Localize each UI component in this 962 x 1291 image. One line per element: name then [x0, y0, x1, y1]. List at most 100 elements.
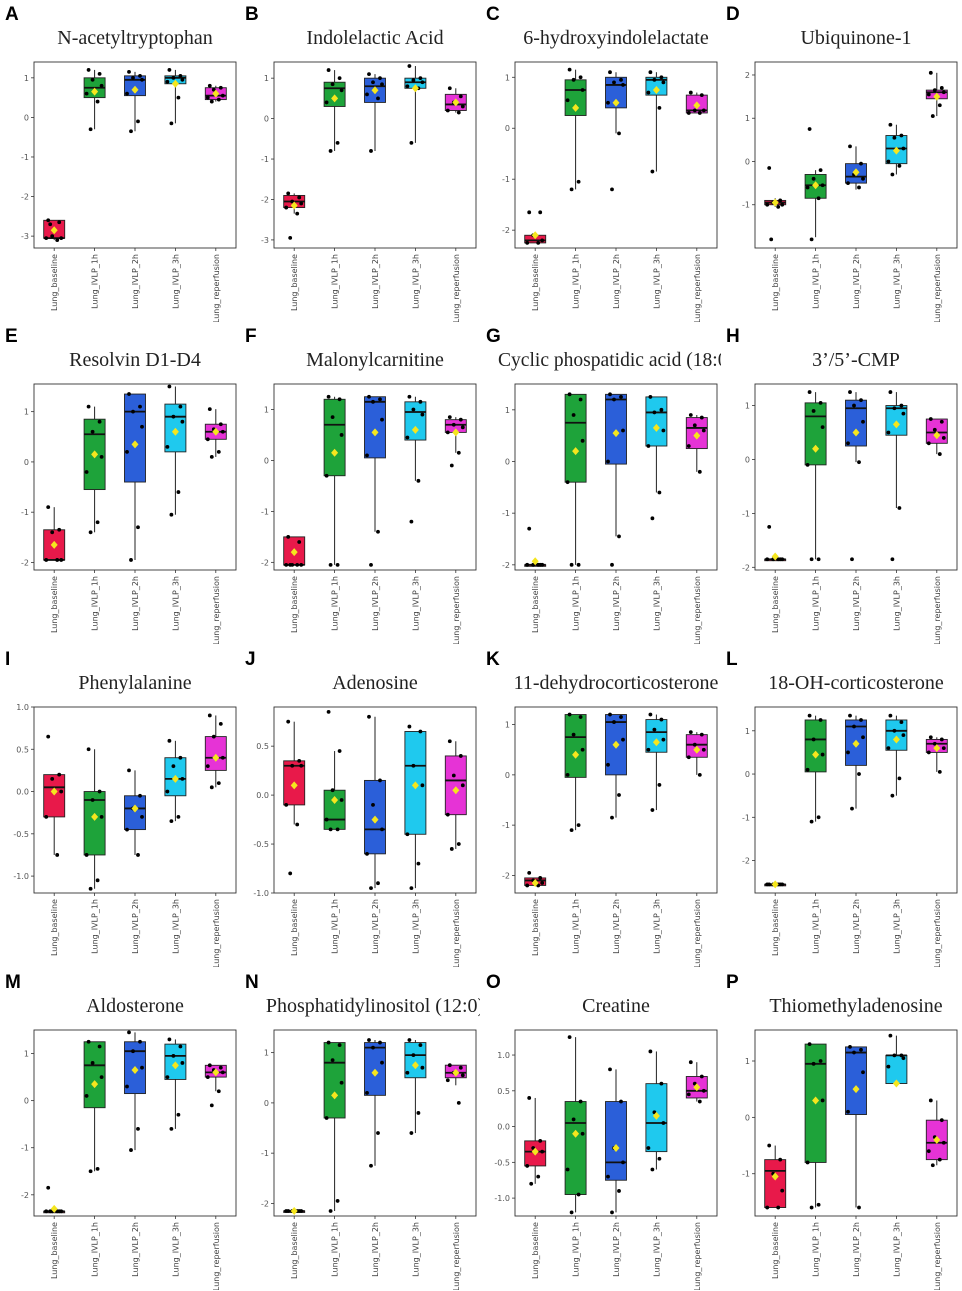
data-point: [932, 88, 937, 93]
data-point: [930, 1163, 935, 1168]
mean-marker: [131, 440, 139, 449]
box-group: [845, 713, 867, 811]
y-tick-label: 0: [264, 1099, 269, 1108]
mean-marker: [933, 1135, 941, 1144]
data-point: [451, 422, 456, 427]
data-point: [326, 394, 331, 399]
chart-panel: E Resolvin D1-D4 -2 -1 0 1 Lung_baseline Lung_I…: [0, 322, 240, 644]
panel-label: K: [486, 649, 500, 670]
data-point: [328, 827, 333, 832]
data-point: [57, 220, 62, 225]
data-point: [890, 172, 895, 177]
mean-marker: [212, 427, 220, 436]
data-point: [569, 187, 574, 192]
box-group: [564, 712, 587, 833]
data-point: [44, 558, 49, 562]
data-point: [926, 92, 931, 97]
data-point: [90, 1061, 95, 1065]
data-point: [405, 435, 410, 440]
data-point: [284, 802, 289, 807]
data-point: [657, 1156, 662, 1161]
box-group: [323, 1040, 346, 1213]
data-point: [369, 886, 373, 891]
y-tick-label: -3: [261, 236, 269, 245]
data-point: [886, 159, 891, 164]
data-point: [536, 562, 541, 567]
data-point: [220, 1070, 225, 1075]
mean-marker: [452, 1068, 460, 1077]
data-point: [648, 70, 653, 75]
data-point: [538, 1138, 543, 1143]
chart-title: Resolvin D1-D4: [69, 349, 201, 371]
y-tick-label: -2: [261, 1199, 269, 1208]
mean-marker: [531, 1147, 539, 1156]
data-point: [818, 400, 823, 405]
data-point: [926, 1149, 931, 1154]
data-point: [207, 83, 212, 88]
mean-marker: [852, 1085, 860, 1094]
x-category-label: Lung_IVLP_2h: [371, 1222, 380, 1277]
mean-marker: [331, 94, 339, 103]
box-group: [885, 122, 908, 177]
data-point: [218, 85, 223, 90]
data-point: [527, 870, 532, 875]
x-category-label: Lung_reperfusion: [212, 1222, 221, 1290]
x-category-label: Lung_IVLP_1h: [572, 254, 581, 309]
box: [43, 774, 66, 818]
data-point: [805, 767, 810, 772]
data-point: [176, 1112, 181, 1117]
data-point: [138, 404, 142, 409]
box-group: [845, 1045, 867, 1210]
box-group: [404, 394, 427, 524]
x-category-label: Lung_reperfusion: [933, 899, 942, 967]
y-tick-label: -1: [742, 1170, 750, 1179]
x-category-label: Lung_IVLP_1h: [572, 899, 581, 954]
data-point: [650, 169, 655, 174]
data-point: [578, 715, 583, 719]
data-point: [610, 1210, 614, 1215]
x-category-label: Lung_IVLP_1h: [91, 1222, 100, 1277]
box: [323, 398, 346, 477]
x-category-label: Lung_reperfusion: [933, 576, 942, 644]
data-point: [140, 77, 144, 82]
data-point: [621, 737, 625, 742]
data-point: [169, 121, 174, 126]
data-point: [897, 163, 902, 168]
mean-marker: [892, 735, 900, 744]
data-point: [820, 183, 825, 188]
box-group: [764, 880, 787, 889]
mean-marker: [131, 804, 139, 813]
mean-marker: [531, 557, 539, 566]
data-point: [420, 80, 425, 85]
box-group: [364, 1038, 386, 1168]
data-point: [445, 430, 450, 435]
data-point: [890, 557, 895, 562]
box-group: [83, 747, 106, 891]
data-point: [621, 428, 625, 433]
data-point: [445, 108, 450, 113]
data-point: [218, 422, 223, 427]
data-point: [565, 1167, 570, 1172]
data-point: [447, 86, 452, 91]
box-group: [204, 713, 227, 790]
data-point: [84, 91, 89, 96]
data-point: [46, 218, 51, 223]
box: [83, 791, 106, 856]
data-point: [606, 1174, 610, 1179]
x-category-label: Lung_IVLP_3h: [652, 899, 661, 954]
data-point: [608, 70, 612, 75]
data-point: [612, 397, 616, 402]
x-category-label: Lung_IVLP_2h: [131, 254, 140, 309]
data-point: [617, 1189, 621, 1193]
x-category-label: Lung_IVLP_1h: [572, 1222, 581, 1277]
data-point: [337, 1043, 342, 1047]
data-point: [216, 1089, 221, 1094]
data-point: [857, 185, 861, 190]
data-point: [55, 238, 60, 242]
box-group: [685, 1060, 708, 1104]
chart-panel: P Thiomethyladenosine -1 0 1 Lung_baseline Lun…: [721, 968, 961, 1290]
mean-marker: [212, 89, 220, 98]
data-point: [339, 1080, 344, 1085]
data-point: [288, 871, 293, 876]
y-tick-label: 1.0: [497, 1051, 510, 1060]
